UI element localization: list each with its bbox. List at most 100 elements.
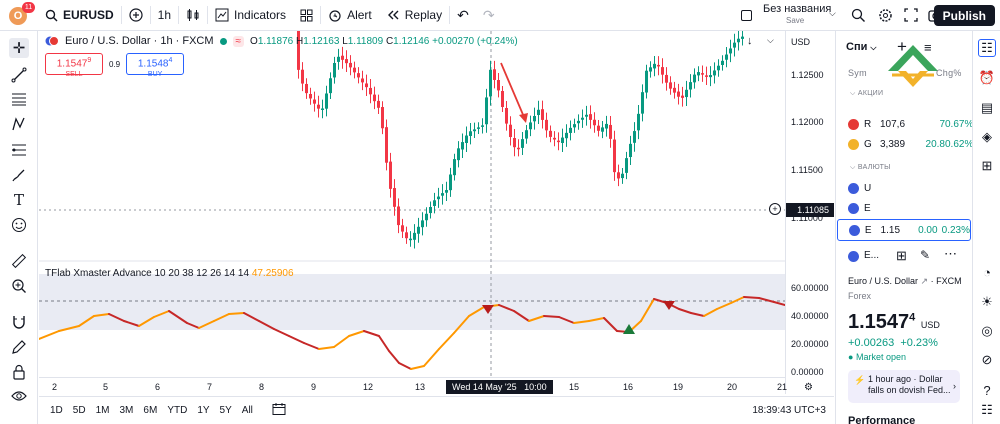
range-3m[interactable]: 3M [119, 405, 134, 416]
range-6m[interactable]: 6M [143, 405, 158, 416]
object-tree-button[interactable]: ▤ [978, 99, 996, 117]
sell-button[interactable]: 1.15479 SELL [45, 53, 103, 78]
stream-button[interactable]: ⊘ [978, 351, 996, 369]
redo-button[interactable]: ↷ [476, 0, 502, 31]
layouts-button[interactable] [293, 0, 320, 31]
oscillator-segment [168, 310, 188, 324]
chart-type-button[interactable] [179, 0, 207, 31]
text-tool[interactable]: T [9, 190, 29, 210]
details-edit-icon[interactable]: ✎ [920, 248, 931, 262]
watchlist-row-selected[interactable]: E 1.15 0.00 0.23% [837, 219, 971, 241]
candle-body [601, 127, 604, 132]
chart-canvas[interactable] [39, 31, 785, 394]
lock-tool[interactable] [9, 362, 29, 382]
chart-scroll-down-button[interactable]: ↓ [747, 35, 753, 47]
compare-button[interactable] [122, 0, 150, 31]
news-card[interactable]: ⚡ 1 hour ago · Dollar falls on dovish Fe… [848, 370, 960, 403]
interval-button[interactable]: 1h [151, 0, 178, 31]
zoom-tool[interactable] [9, 276, 29, 296]
add-symbol-button[interactable]: + [897, 37, 907, 56]
calendar-button[interactable]: ◔ [978, 263, 996, 281]
watchlist-panel-button[interactable]: ☷ [978, 39, 996, 57]
notifications-button[interactable]: ☷ [978, 401, 996, 419]
watchlist-row[interactable]: R 107,6 7 0.67% [836, 113, 972, 135]
icon-tool[interactable] [9, 215, 29, 235]
price-axis[interactable]: USD 1.12500 1.12000 1.11500 1.11000 1.11… [785, 31, 834, 394]
prediction-tool[interactable] [9, 140, 29, 160]
pattern-tool[interactable] [9, 114, 29, 134]
watchlist-title-text: Спи [846, 41, 868, 53]
buy-button[interactable]: 1.15484 BUY [126, 53, 185, 78]
go-to-date-button[interactable] [272, 402, 286, 419]
oscillator-segment [363, 330, 380, 337]
layout-menu-chevron-icon[interactable]: ⌵ [829, 8, 836, 18]
range-ytd[interactable]: YTD [167, 405, 188, 416]
data-window-button[interactable]: ◈ [978, 128, 996, 146]
axis-settings-icon[interactable]: ⚙ [804, 382, 813, 393]
alert-button[interactable]: Alert [321, 0, 379, 31]
quick-search-button[interactable] [851, 8, 866, 26]
watchlist-row[interactable]: G 3,389 20.8 0.62% [836, 133, 972, 155]
details-symbol[interactable]: E... [864, 250, 880, 261]
oscillator-segment [603, 317, 618, 332]
range-1d[interactable]: 1D [50, 405, 63, 416]
symbol-search-button[interactable]: EURUSD [38, 0, 121, 31]
range-5d[interactable]: 5D [72, 405, 86, 416]
indicator-legend[interactable]: TFlab Xmaster Advance 10 20 38 12 26 14 … [45, 268, 294, 279]
chart-symbol-title[interactable]: Euro / U.S. Dollar · 1h · FXCM [65, 35, 214, 47]
details-full-name[interactable]: Euro / U.S. Dollar ↗ · FXCM [848, 276, 962, 286]
layout-checkbox[interactable] [741, 10, 752, 21]
watchlist-row[interactable]: U [836, 177, 972, 199]
crosshair-tool[interactable]: ✛ [9, 38, 29, 58]
details-grid-icon[interactable]: ⊞ [896, 248, 907, 263]
range-1y[interactable]: 1Y [197, 405, 210, 416]
magnet-tool[interactable] [9, 312, 29, 332]
crosshair-icon: ✛ [12, 40, 26, 57]
axis-currency[interactable]: USD [791, 37, 811, 47]
column-symbol[interactable]: Sym [848, 68, 867, 78]
section-stocks[interactable]: ⌵ АКЦИИ [850, 90, 883, 98]
ideas-button[interactable]: ☀ [978, 293, 996, 311]
details-more-icon[interactable]: ⋯ [944, 246, 957, 261]
help-button[interactable]: ? [978, 381, 996, 399]
lock-drawings-tool[interactable] [9, 337, 29, 357]
candle-body [513, 137, 516, 148]
horizontal-lines-tool[interactable] [9, 89, 29, 109]
chart-pane-menu-button[interactable]: ⌵ [767, 35, 774, 45]
indicators-button[interactable]: Indicators [208, 0, 293, 31]
trend-line-tool[interactable] [9, 65, 29, 85]
fullscreen-button[interactable] [904, 8, 918, 25]
watchlist-menu-button[interactable]: ≡ [924, 40, 932, 55]
publish-button[interactable]: Publish [933, 5, 995, 26]
hide-drawings-tool[interactable] [9, 386, 29, 406]
symbol-logo-icon [848, 138, 859, 150]
hotlists-button[interactable]: ⊞ [978, 157, 996, 175]
alerts-panel-button[interactable]: ⏰ [978, 69, 996, 87]
measure-tool[interactable] [9, 251, 29, 271]
candle-body [457, 148, 460, 161]
chat-button[interactable]: ◎ [978, 322, 996, 340]
user-avatar[interactable]: O [9, 7, 27, 25]
add-price-marker-button[interactable]: + [769, 203, 781, 215]
replay-button[interactable]: Replay [379, 0, 449, 31]
timezone-clock[interactable]: 18:39:43 UTC+3 [752, 405, 826, 416]
rewind-icon [387, 10, 399, 20]
sell-price: 1.1547 [56, 58, 88, 70]
column-change-pct[interactable]: Chg% [936, 68, 962, 78]
settings-button[interactable] [878, 8, 893, 26]
watchlist-title[interactable]: Спи ⌵ [846, 41, 877, 53]
time-axis[interactable]: 2 5 6 7 8 9 12 13 Wed 14 May '25 10:00 1… [39, 377, 787, 395]
oscillator-segment [228, 312, 245, 315]
layout-name-button[interactable]: Без названия Save [763, 4, 831, 26]
watchlist-row[interactable]: E [836, 197, 972, 219]
performance-heading[interactable]: Performance [848, 415, 916, 424]
undo-button[interactable]: ↶ [450, 0, 476, 31]
chart-pane[interactable]: Euro / U.S. Dollar · 1h · FXCM ≈ O1.1187… [39, 31, 785, 394]
section-fx[interactable]: ⌵ ВАЛЮТЫ [850, 164, 891, 172]
range-all[interactable]: All [241, 405, 253, 416]
range-5y[interactable]: 5Y [219, 405, 232, 416]
oscillator-segment [58, 325, 80, 332]
range-1m[interactable]: 1M [95, 405, 110, 416]
brush-tool[interactable] [9, 165, 29, 185]
candle-body [405, 232, 408, 239]
